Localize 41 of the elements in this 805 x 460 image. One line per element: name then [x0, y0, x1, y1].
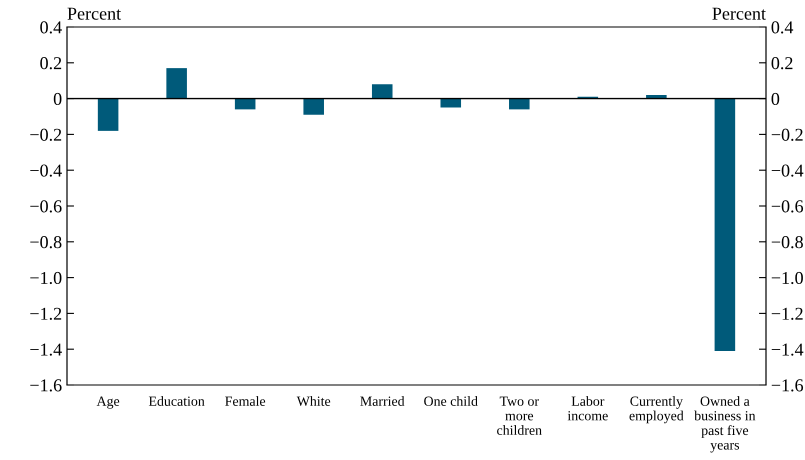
y2-tick-label: −1.6 [772, 379, 804, 392]
x-tick-label: One child [424, 396, 478, 406]
x-tick-label: Female [225, 396, 266, 406]
y2-tick-label: 0.4 [772, 21, 794, 34]
y-tick-label: −0.8 [30, 236, 62, 248]
bar [714, 98, 736, 351]
y-tick-label: −1.4 [30, 344, 62, 356]
y2-tick-label: −0.4 [772, 164, 804, 177]
x-tick-label: Owned a business in past five years [694, 396, 756, 452]
bar [303, 98, 324, 115]
y-tick-label: 0.4 [40, 21, 62, 34]
bar [509, 98, 530, 110]
x-tick-label: Two or more children [497, 396, 542, 435]
y2-tick-label: −1.2 [772, 308, 803, 320]
y2-tick-label: 0.2 [772, 57, 792, 70]
bar [98, 98, 118, 131]
bar [372, 84, 393, 99]
y2-tick-label: −1.4 [772, 344, 804, 356]
y2-tick-label: −1.0 [772, 272, 803, 284]
x-tick-label: Married [360, 396, 404, 406]
y-tick-label: −0.4 [30, 164, 62, 177]
y2-tick-label: −0.6 [772, 200, 804, 213]
x-tick-label: Education [148, 396, 205, 406]
y-tick-label: −1.0 [30, 272, 62, 284]
bar [166, 68, 187, 99]
y2-tick-label: 0 [772, 92, 780, 106]
y-tick-label: −1.6 [30, 379, 62, 392]
y2-axis-title: Percent [712, 8, 766, 20]
y-tick-label: −0.6 [30, 200, 62, 213]
y-tick-label: 0 [54, 92, 62, 106]
x-tick-label: Currently employed [630, 396, 684, 424]
bar [234, 98, 256, 110]
y-tick-label: −0.2 [30, 128, 62, 141]
y-axis-title: Percent [68, 8, 122, 20]
y2-tick-label: −0.8 [772, 236, 803, 248]
x-tick-label: White [296, 396, 330, 406]
x-tick-label: Age [96, 396, 120, 409]
y-tick-label: −1.2 [30, 308, 62, 320]
y2-tick-label: −0.2 [772, 128, 803, 141]
x-tick-label: Labor income [568, 396, 608, 420]
y-tick-label: 0.2 [40, 57, 62, 70]
